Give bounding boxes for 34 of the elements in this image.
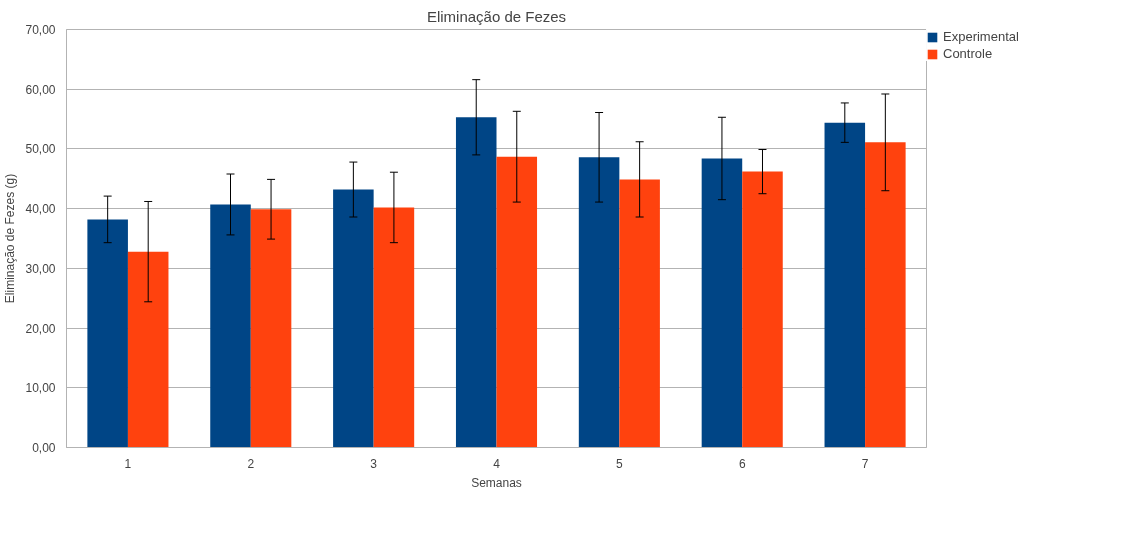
x-tick-label: 5 [616, 456, 624, 471]
bar [455, 117, 497, 448]
y-tick-label: 10,00 [25, 381, 56, 396]
bar [210, 204, 251, 448]
legend-label: Controle [943, 46, 994, 61]
y-tick-label: 0,00 [32, 441, 56, 455]
y-tick-label: 30,00 [25, 261, 56, 276]
x-tick-label: 6 [738, 456, 746, 471]
x-tick-label: 2 [247, 456, 255, 471]
x-tick-label: 3 [370, 456, 378, 471]
bar [373, 207, 415, 448]
y-axis-title: Eliminação de Fezes (g) [3, 173, 18, 304]
bar [742, 171, 783, 448]
x-axis-title: Semanas [471, 475, 522, 490]
bar [865, 142, 906, 448]
bar [333, 189, 374, 448]
y-tick-label: 20,00 [25, 321, 56, 336]
x-tick-label: 4 [493, 456, 501, 471]
bar [127, 251, 169, 448]
bar [87, 219, 128, 448]
y-tick-label: 70,00 [25, 23, 56, 37]
bar [496, 156, 538, 448]
bar [619, 179, 660, 448]
y-tick-label: 60,00 [25, 82, 56, 97]
x-tick-label: 1 [124, 456, 132, 471]
x-tick-label: 7 [861, 456, 869, 471]
bar [250, 209, 292, 448]
bar [701, 158, 743, 448]
chart-title: Eliminação de Fezes [426, 7, 567, 25]
legend-label: Experimental [943, 29, 1020, 44]
bar [824, 122, 866, 448]
y-tick-label: 50,00 [25, 142, 56, 157]
y-tick-label: 40,00 [25, 202, 56, 217]
bar [578, 157, 620, 448]
